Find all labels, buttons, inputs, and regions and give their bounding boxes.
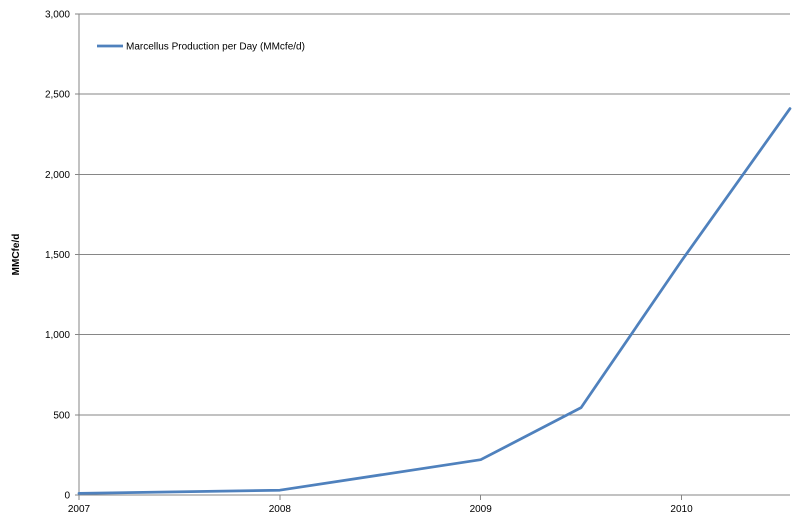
y-tick-label: 500	[53, 410, 70, 421]
axes: 0 500 1,000 1,500 2,000 2,500 3,000 2007 2008 200…	[45, 10, 790, 515]
y-tick-label: 0	[64, 491, 70, 502]
x-tick-label: 2007	[68, 504, 91, 515]
y-axis-title: MMCfe/d	[11, 234, 22, 276]
x-tick-label: 2010	[670, 504, 693, 515]
x-tick-label: 2009	[470, 504, 493, 515]
y-tick-label: 2,000	[45, 170, 70, 181]
y-tick-label: 1,000	[45, 330, 70, 341]
y-tick-label: 3,000	[45, 10, 70, 21]
gridlines	[79, 13, 790, 416]
series-layer	[77, 107, 792, 495]
legend: Marcellus Production per Day (MMcfe/d)	[97, 42, 305, 53]
y-tick-label: 1,500	[45, 250, 70, 261]
y-tick-label: 2,500	[45, 90, 70, 101]
legend-label: Marcellus Production per Day (MMcfe/d)	[126, 42, 305, 53]
x-tick-label: 2008	[269, 504, 292, 515]
series-line	[77, 107, 792, 495]
